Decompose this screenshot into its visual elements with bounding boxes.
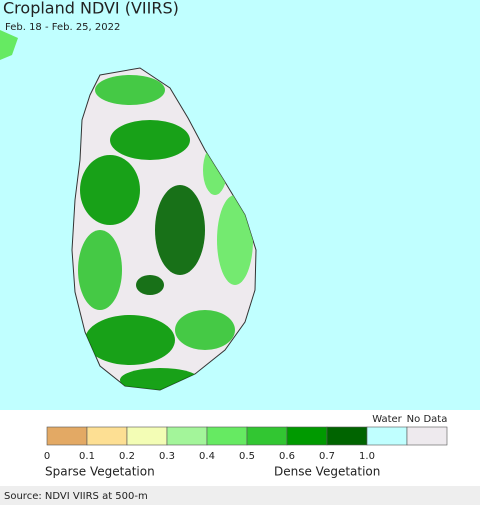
legend-tick-label: 0.1 [79,451,95,462]
source: Source: NDVI VIIRS at 500-m [4,491,148,502]
legend-tick-label: 0.3 [159,451,175,462]
legend-swatch [206,426,248,446]
legend-swatch [166,426,208,446]
india-tip [0,30,18,60]
legend-swatch-label: Water [372,414,402,425]
legend-swatch [406,426,448,446]
legend-tick-label: 0.5 [239,451,255,462]
legend-tick-label: 0.7 [319,451,335,462]
legend-tick-label: 0.6 [279,451,295,462]
legend-swatch [86,426,128,446]
legend-high-label: Dense Vegetation [274,465,380,479]
legend-tick-label: 0.2 [119,451,135,462]
legend-tick-label: 0 [44,451,50,462]
legend-swatch [46,426,88,446]
footer-bar [0,486,480,505]
legend-swatch [286,426,328,446]
island [71,67,257,391]
legend-swatch [366,426,408,446]
water [0,0,480,410]
legend-low-label: Sparse Vegetation [45,465,155,479]
legend: Water No Data 0 0.1 0.2 0.3 0.4 0.5 0.6 0.7 1.0 Spa… [44,414,448,479]
legend-swatch [126,426,168,446]
legend-swatch [326,426,368,446]
legend-tick-label: 1.0 [359,451,375,462]
legend-swatch-label: No Data [407,414,448,425]
legend-tick-label: 0.4 [199,451,215,462]
legend-swatch [246,426,288,446]
subtitle: Feb. 18 - Feb. 25, 2022 [5,22,120,33]
title: Cropland NDVI (VIIRS) [3,0,179,18]
